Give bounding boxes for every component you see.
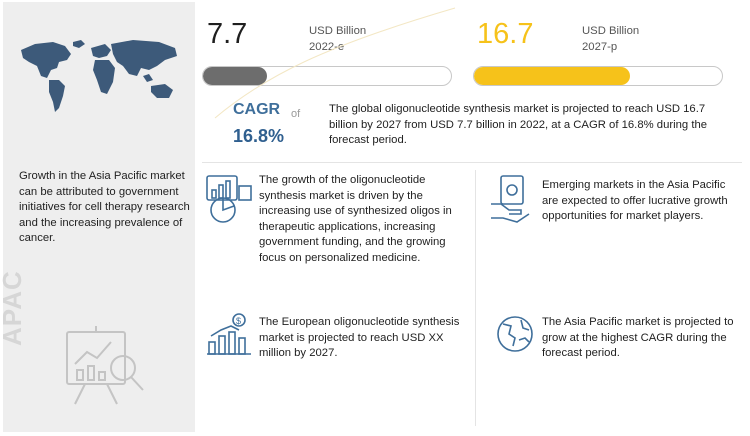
year-2027: 2027-p bbox=[582, 41, 618, 53]
decorative-swoosh bbox=[214, 7, 456, 119]
bar-chart-dollar-icon: $ bbox=[207, 313, 251, 355]
insight-emerging-markets-text: Emerging markets in the Asia Pacific are… bbox=[542, 179, 728, 222]
insight-apac-cagr-text: The Asia Pacific market is projected to … bbox=[542, 316, 734, 359]
market-value-2027: 16.7 bbox=[477, 18, 534, 50]
cagr-label: CAGR bbox=[233, 101, 281, 118]
vertical-divider bbox=[475, 170, 476, 426]
growth-chart-icon bbox=[206, 175, 252, 223]
asia-pacific-growth-text: Growth in the Asia Pacific market can be… bbox=[19, 170, 190, 244]
globe-icon bbox=[497, 316, 533, 352]
progress-bar-2022 bbox=[202, 66, 452, 86]
presentation-board-icon bbox=[66, 326, 144, 405]
year-2022: 2022-e bbox=[309, 41, 345, 53]
unit-2027: USD Billion bbox=[582, 25, 640, 37]
progress-bar-2027 bbox=[473, 66, 723, 86]
market-summary-text: The global oligonucleotide synthesis mar… bbox=[329, 103, 708, 146]
cagr-of-label: of bbox=[291, 108, 301, 120]
svg-text:$: $ bbox=[236, 316, 241, 326]
progress-fill-2027 bbox=[474, 67, 631, 85]
world-map-icon bbox=[21, 40, 177, 112]
apac-label: APAC bbox=[0, 270, 27, 346]
unit-2022: USD Billion bbox=[309, 25, 367, 37]
market-value-2022: 7.7 bbox=[207, 18, 248, 50]
insight-europe-text: The European oligonucleotide synthesis m… bbox=[259, 316, 460, 359]
progress-fill-2022 bbox=[203, 67, 268, 85]
money-hand-icon bbox=[491, 175, 530, 223]
horizontal-divider bbox=[202, 162, 742, 163]
cagr-value: 16.8% bbox=[233, 126, 285, 146]
left-panel: Growth in the Asia Pacific market can be… bbox=[0, 2, 195, 432]
insight-growth-text: The growth of the oligonucleotide synthe… bbox=[259, 174, 452, 264]
main-panel: 7.7 USD Billion 2022-e 16.7 USD Billion … bbox=[197, 2, 747, 432]
